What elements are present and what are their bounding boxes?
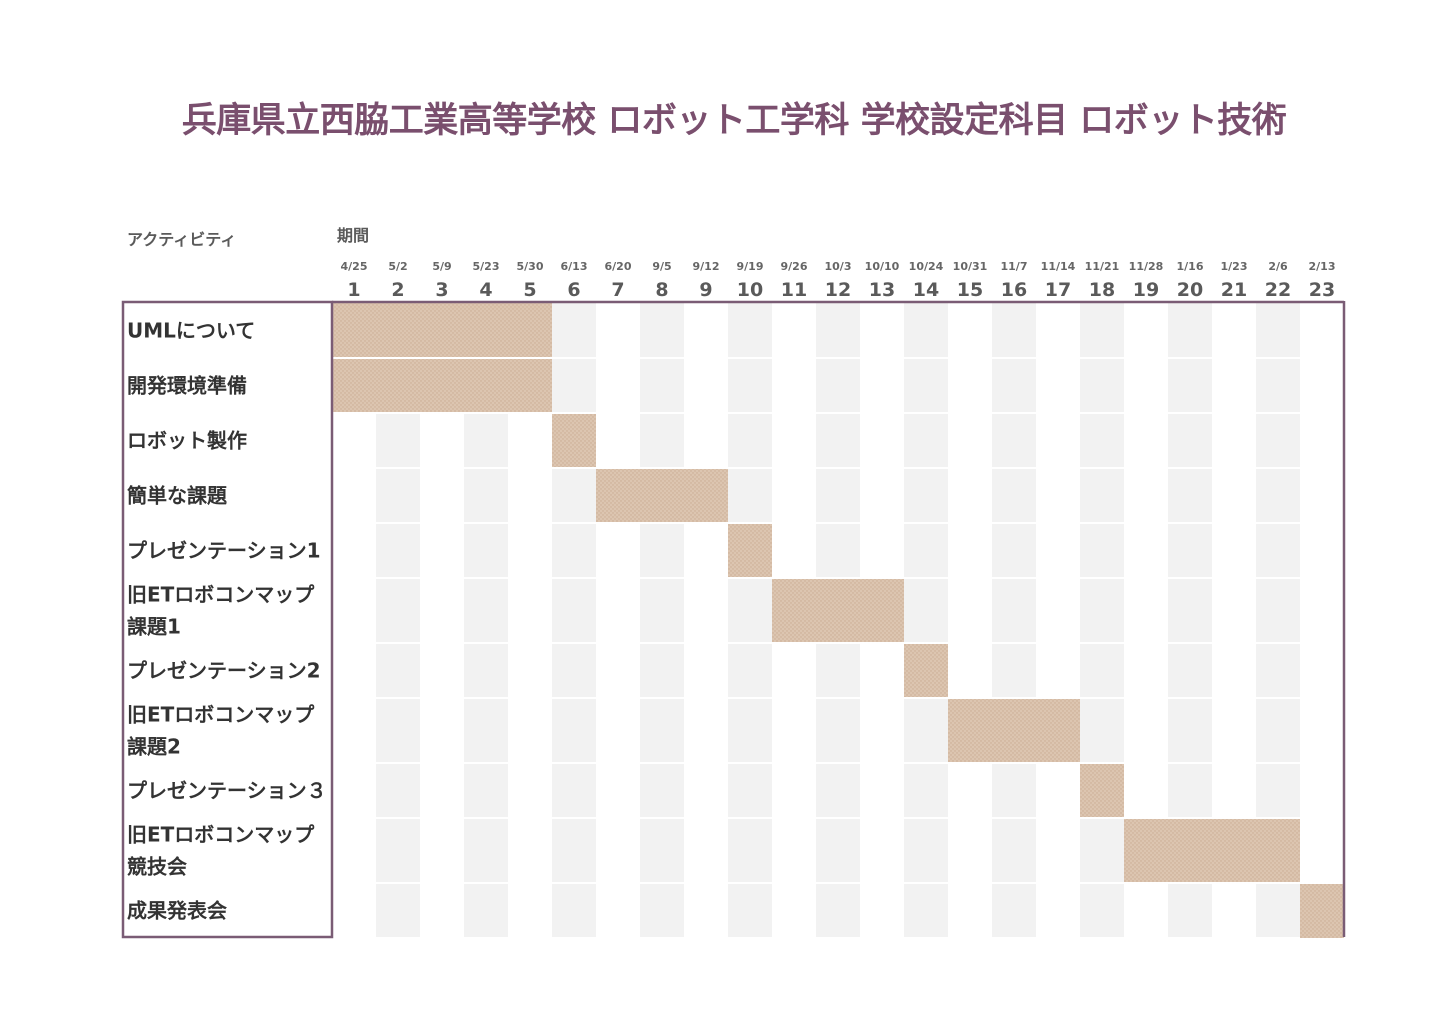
period-date-label: 9/26 [781,260,808,273]
period-number-label: 21 [1221,279,1247,301]
activity-label: 旧ETロボコンマップ [127,583,315,607]
period-number-label: 4 [479,279,492,301]
activity-label: 旧ETロボコンマップ [127,703,315,727]
period-number-label: 8 [655,279,668,301]
period-date-label: 2/6 [1268,260,1288,273]
period-number-label: 3 [435,279,448,301]
period-number-label: 18 [1089,279,1115,301]
period-date-label: 11/7 [1001,260,1028,273]
period-number-label: 22 [1265,279,1291,301]
period-date-label: 11/14 [1041,260,1076,273]
period-number-label: 11 [781,279,807,301]
activity-bars [332,303,1344,938]
period-stripe-8 [640,303,684,937]
activity-bar [1124,818,1300,883]
period-number-labels: 1 2 3 4 5 6 7 8 9 10 11 12 13 14 15 16 17 18 19 20 21 22 23 [347,279,1335,301]
row-separators [332,357,1344,884]
period-date-label: 2/13 [1309,260,1336,273]
chart-title: 兵庫県立西脇工業高等学校 ロボット工学科 学校設定科目 ロボット技術 [181,101,1287,141]
period-number-label: 7 [611,279,624,301]
period-date-label: 5/30 [517,260,544,273]
activity-label: プレゼンテーション2 [127,659,321,683]
period-date-label: 6/20 [605,260,632,273]
period-date-label: 9/12 [693,260,720,273]
period-date-label: 10/31 [953,260,988,273]
activity-bar [772,578,904,643]
period-column-header: 期間 [337,226,370,245]
period-date-label: 10/3 [825,260,852,273]
period-number-label: 1 [347,279,360,301]
period-number-label: 17 [1045,279,1071,301]
activity-bar [332,303,552,358]
activity-bar [948,698,1080,763]
period-number-label: 16 [1001,279,1027,301]
activity-column-header: アクティビティ [127,230,237,249]
activity-label: 開発環境準備 [127,374,247,398]
period-date-label: 11/28 [1129,260,1164,273]
row-separator [332,577,1344,579]
period-stripe-14 [904,303,948,937]
period-date-label: 5/23 [473,260,500,273]
period-number-label: 12 [825,279,851,301]
period-number-label: 9 [699,279,712,301]
period-number-label: 2 [391,279,404,301]
period-number-label: 19 [1133,279,1159,301]
activity-label: プレゼンテーション３ [127,779,327,803]
period-date-label: 6/13 [561,260,588,273]
period-number-label: 10 [737,279,763,301]
period-date-label: 9/5 [652,260,671,273]
activity-label: 課題2 [127,735,181,759]
period-stripe-18 [1080,303,1124,937]
activity-label: 旧ETロボコンマップ [127,823,315,847]
row-separator [332,817,1344,819]
activity-label: プレゼンテーション1 [127,539,321,563]
period-date-label: 10/24 [909,260,944,273]
period-number-label: 15 [957,279,983,301]
row-separator [332,522,1344,524]
period-date-label: 5/2 [388,260,407,273]
period-stripe-6 [552,303,596,937]
period-date-label: 4/25 [341,260,368,273]
activity-bar [596,468,728,523]
period-date-label: 5/9 [432,260,451,273]
activity-label: 簡単な課題 [127,484,228,508]
activity-bar [1080,763,1124,818]
period-number-label: 13 [869,279,895,301]
period-date-label: 9/19 [737,260,764,273]
period-number-label: 6 [567,279,580,301]
activity-bar [904,643,948,698]
activity-bar [552,413,596,468]
row-separator [332,467,1344,469]
period-number-label: 14 [913,279,939,301]
activity-label: 競技会 [127,855,187,879]
activity-bar [728,523,772,578]
period-number-label: 5 [523,279,536,301]
activity-bar [332,358,552,413]
activity-label: 課題1 [127,615,181,639]
activity-column-border [121,300,334,939]
activity-label: ロボット製作 [127,429,247,453]
row-separator [332,762,1344,764]
period-date-label: 1/16 [1177,260,1204,273]
activity-label: UMLについて [127,319,255,343]
row-separator [332,882,1344,884]
period-stripe-16 [992,303,1036,937]
row-separator [332,357,1344,359]
activity-bar [1300,883,1344,938]
period-date-label: 10/10 [865,260,900,273]
period-number-label: 23 [1309,279,1335,301]
period-number-label: 20 [1177,279,1203,301]
period-date-labels: 4/25 5/2 5/9 5/23 5/30 6/13 6/20 9/5 9/12 9/19 9/2… [341,260,1336,273]
table-borders [121,300,1346,939]
row-separator [332,697,1344,699]
period-stripe-10 [728,303,772,937]
activity-label: 成果発表会 [127,899,227,923]
row-separator [332,412,1344,414]
period-date-label: 1/23 [1221,260,1248,273]
row-separator [332,642,1344,644]
period-date-label: 11/21 [1085,260,1120,273]
